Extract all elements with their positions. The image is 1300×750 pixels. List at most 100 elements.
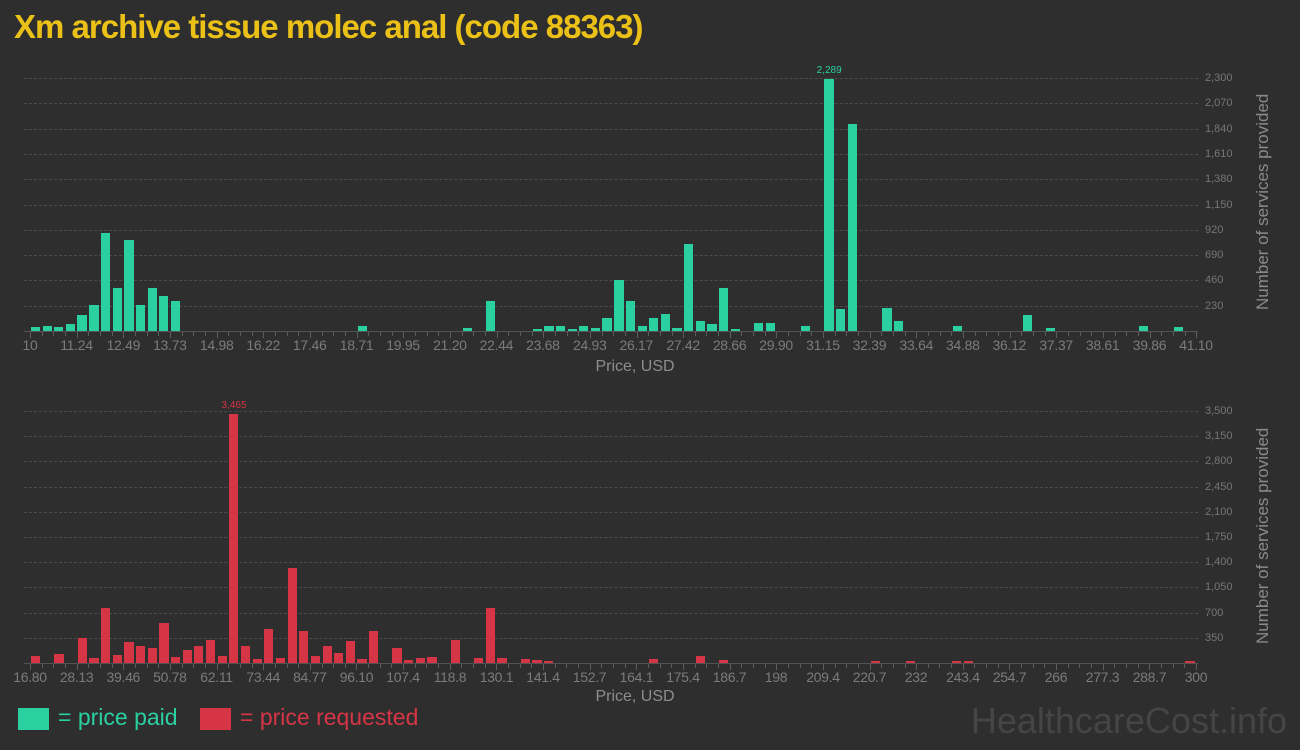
gridline bbox=[24, 128, 1198, 130]
x-tick-mark bbox=[951, 664, 953, 668]
x-tick-mark bbox=[893, 332, 895, 336]
bar-price-requested bbox=[485, 607, 495, 663]
x-tick-mark bbox=[344, 332, 346, 336]
bar-price-paid bbox=[159, 295, 169, 331]
x-tick-mark bbox=[158, 664, 160, 668]
x-tick-label: 186.7 bbox=[712, 669, 747, 685]
x-tick-mark bbox=[927, 664, 929, 668]
x-tick-mark bbox=[683, 332, 685, 338]
x-tick-mark bbox=[1126, 332, 1128, 336]
legend-price-requested-label: = price requested bbox=[240, 704, 419, 730]
x-tick-mark bbox=[741, 664, 743, 668]
x-tick-label: 38.61 bbox=[1085, 337, 1120, 353]
x-tick-mark bbox=[1184, 664, 1186, 668]
x-tick-label: 50.78 bbox=[153, 669, 187, 685]
x-tick-mark bbox=[694, 664, 696, 668]
x-tick-label: 13.73 bbox=[153, 337, 187, 353]
y-tick-label: 1,150 bbox=[1205, 198, 1233, 211]
x-tick-mark bbox=[123, 664, 125, 670]
bar-price-paid bbox=[800, 326, 810, 331]
price-paid-swatch-icon bbox=[18, 708, 49, 730]
bar-price-requested bbox=[275, 657, 286, 663]
x-tick-label: 14.98 bbox=[199, 337, 234, 353]
y-tick-label: 3,150 bbox=[1205, 430, 1233, 443]
x-tick-mark bbox=[718, 332, 720, 336]
x-tick-mark bbox=[286, 332, 288, 336]
bar-price-requested bbox=[299, 631, 309, 663]
x-tick-label: 175.4 bbox=[666, 669, 700, 685]
x-tick-mark bbox=[438, 664, 440, 668]
x-tick-mark bbox=[1173, 332, 1175, 336]
bar-price-requested bbox=[229, 413, 239, 663]
x-tick-label: 164.1 bbox=[619, 669, 654, 685]
bar-price-requested bbox=[135, 645, 146, 663]
x-tick-mark bbox=[204, 664, 206, 668]
x-tick-label: 18.71 bbox=[339, 337, 374, 353]
x-tick-mark bbox=[1184, 332, 1186, 336]
x-tick-mark bbox=[671, 664, 673, 668]
x-tick-mark bbox=[1196, 332, 1198, 338]
x-tick-mark bbox=[263, 664, 265, 670]
x-tick-mark bbox=[1161, 664, 1163, 668]
x-tick-label: 21.20 bbox=[433, 337, 467, 353]
bar-price-requested bbox=[310, 656, 321, 663]
y-tick-label: 1,750 bbox=[1205, 531, 1233, 543]
x-tick-mark bbox=[1067, 664, 1069, 668]
bar-price-requested bbox=[217, 656, 227, 663]
bar-price-paid bbox=[89, 305, 99, 331]
x-tick-mark bbox=[484, 332, 486, 336]
x-tick-mark bbox=[193, 332, 195, 336]
x-tick-label: 17.46 bbox=[292, 337, 327, 353]
x-tick-label: 16.22 bbox=[246, 337, 280, 353]
x-tick-mark bbox=[473, 664, 475, 668]
x-tick-label: 209.4 bbox=[806, 669, 840, 685]
bar-price-paid bbox=[42, 325, 52, 331]
x-tick-mark bbox=[636, 664, 638, 670]
x-tick-mark bbox=[321, 332, 323, 336]
x-tick-mark bbox=[986, 664, 988, 668]
x-tick-mark bbox=[799, 664, 801, 668]
x-tick-mark bbox=[134, 332, 136, 336]
bar-price-paid bbox=[544, 326, 554, 331]
x-tick-mark bbox=[111, 664, 113, 668]
x-tick-mark bbox=[822, 664, 824, 670]
x-tick-label: 39.86 bbox=[1132, 337, 1167, 353]
x-tick-mark bbox=[823, 332, 825, 338]
x-tick-mark bbox=[123, 332, 125, 338]
x-tick-mark bbox=[1021, 332, 1023, 336]
x-tick-mark bbox=[519, 664, 521, 668]
x-tick-mark bbox=[752, 664, 754, 668]
x-tick-label: 28.66 bbox=[712, 337, 747, 353]
x-tick-label: 130.1 bbox=[479, 669, 514, 685]
y-tick-label: 230 bbox=[1205, 299, 1224, 312]
x-tick-mark bbox=[1102, 664, 1104, 670]
x-tick-label: 36.12 bbox=[992, 337, 1027, 353]
x-tick-mark bbox=[403, 664, 405, 670]
x-tick-mark bbox=[753, 332, 755, 336]
bar-price-requested bbox=[718, 659, 729, 663]
y-tick-label: 1,380 bbox=[1205, 173, 1233, 186]
x-tick-mark bbox=[741, 332, 743, 336]
x-tick-mark bbox=[858, 332, 860, 336]
x-axis-line bbox=[24, 663, 1198, 664]
x-tick-label: 254.7 bbox=[992, 669, 1027, 685]
bar-price-requested bbox=[264, 628, 274, 663]
bar-price-requested bbox=[1185, 661, 1195, 663]
bar-price-requested bbox=[648, 658, 659, 663]
x-tick-mark bbox=[776, 664, 778, 670]
bar-price-paid bbox=[31, 327, 41, 331]
x-tick-mark bbox=[403, 332, 405, 338]
y-tick-label: 2,100 bbox=[1205, 505, 1233, 518]
x-tick-mark bbox=[239, 332, 241, 336]
x-tick-mark bbox=[974, 664, 976, 668]
gridline bbox=[24, 103, 1198, 105]
x-tick-label: 12.49 bbox=[106, 337, 141, 353]
bar-price-requested bbox=[89, 657, 99, 663]
x-tick-label: 266 bbox=[1044, 669, 1068, 685]
x-tick-label: 73.44 bbox=[246, 669, 280, 685]
y-tick-label: 2,450 bbox=[1205, 480, 1233, 493]
x-tick-mark bbox=[881, 664, 883, 668]
bar-price-requested bbox=[170, 657, 181, 663]
x-tick-mark bbox=[834, 664, 836, 668]
